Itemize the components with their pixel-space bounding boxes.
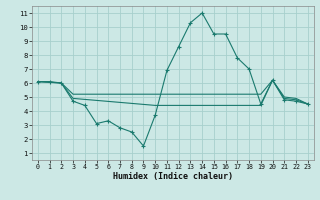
X-axis label: Humidex (Indice chaleur): Humidex (Indice chaleur) — [113, 172, 233, 181]
